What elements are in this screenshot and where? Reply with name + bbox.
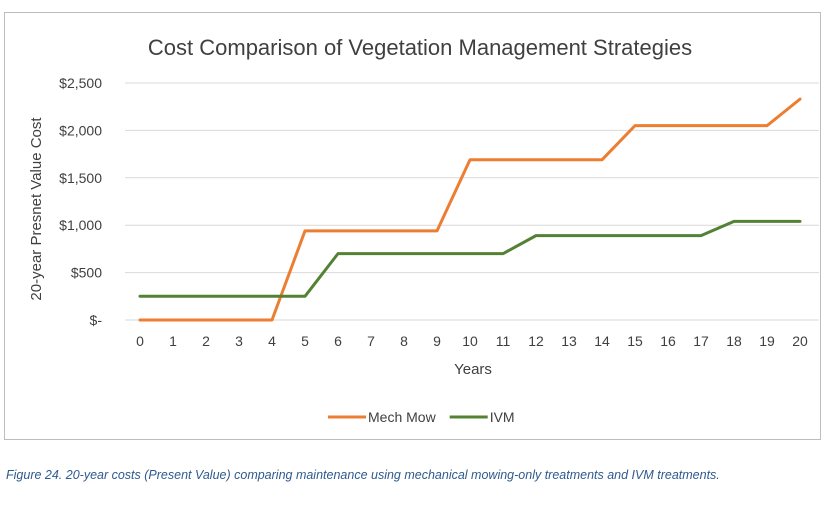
x-tick-label: 7	[367, 333, 375, 349]
chart-frame: Cost Comparison of Vegetation Management…	[4, 12, 821, 440]
y-tick-label: $1,000	[59, 217, 102, 233]
legend-label-mech-mow: Mech Mow	[368, 409, 437, 425]
x-tick-label: 1	[169, 333, 177, 349]
series-line-mech-mow	[138, 97, 802, 322]
x-tick-label: 15	[627, 333, 643, 349]
x-tick-label: 13	[561, 333, 577, 349]
y-tick-labels: $- $500 $1,000 $1,500 $2,000 $2,500	[59, 75, 102, 328]
x-tick-label: 9	[433, 333, 441, 349]
y-tick-label: $-	[90, 312, 103, 328]
x-tick-label: 2	[202, 333, 210, 349]
x-tick-label: 3	[235, 333, 243, 349]
x-tick-label: 17	[693, 333, 709, 349]
x-tick-label: 4	[268, 333, 276, 349]
x-tick-label: 5	[301, 333, 309, 349]
x-tick-label: 8	[400, 333, 408, 349]
x-axis-label: Years	[454, 361, 492, 378]
series-lines	[138, 97, 802, 322]
x-tick-label: 10	[462, 333, 478, 349]
legend: Mech Mow IVM	[328, 409, 515, 425]
x-tick-label: 12	[528, 333, 544, 349]
y-tick-label: $2,000	[59, 122, 102, 138]
x-tick-label: 11	[496, 333, 511, 349]
y-axis-label: 20-year Presnet Value Cost	[28, 117, 45, 301]
series-line-ivm	[138, 219, 802, 298]
x-tick-label: 20	[792, 333, 808, 349]
y-tick-label: $500	[71, 265, 102, 281]
x-tick-label: 0	[136, 333, 144, 349]
gridlines	[125, 82, 819, 321]
x-tick-labels: 0 1 2 3 4 5 6 7 8 9 10 11 12 13 14 15 16 17 18 19 20	[136, 333, 808, 349]
x-tick-label: 6	[334, 333, 342, 349]
legend-label-ivm: IVM	[490, 409, 515, 425]
x-tick-label: 19	[759, 333, 775, 349]
x-tick-label: 14	[594, 333, 610, 349]
x-tick-label: 16	[660, 333, 676, 349]
chart-title: Cost Comparison of Vegetation Management…	[148, 35, 692, 60]
figure-caption: Figure 24. 20-year costs (Present Value)…	[6, 468, 720, 482]
y-tick-label: $2,500	[59, 75, 102, 91]
x-tick-label: 18	[726, 333, 742, 349]
line-chart: Cost Comparison of Vegetation Management…	[28, 35, 819, 425]
y-tick-label: $1,500	[59, 170, 102, 186]
